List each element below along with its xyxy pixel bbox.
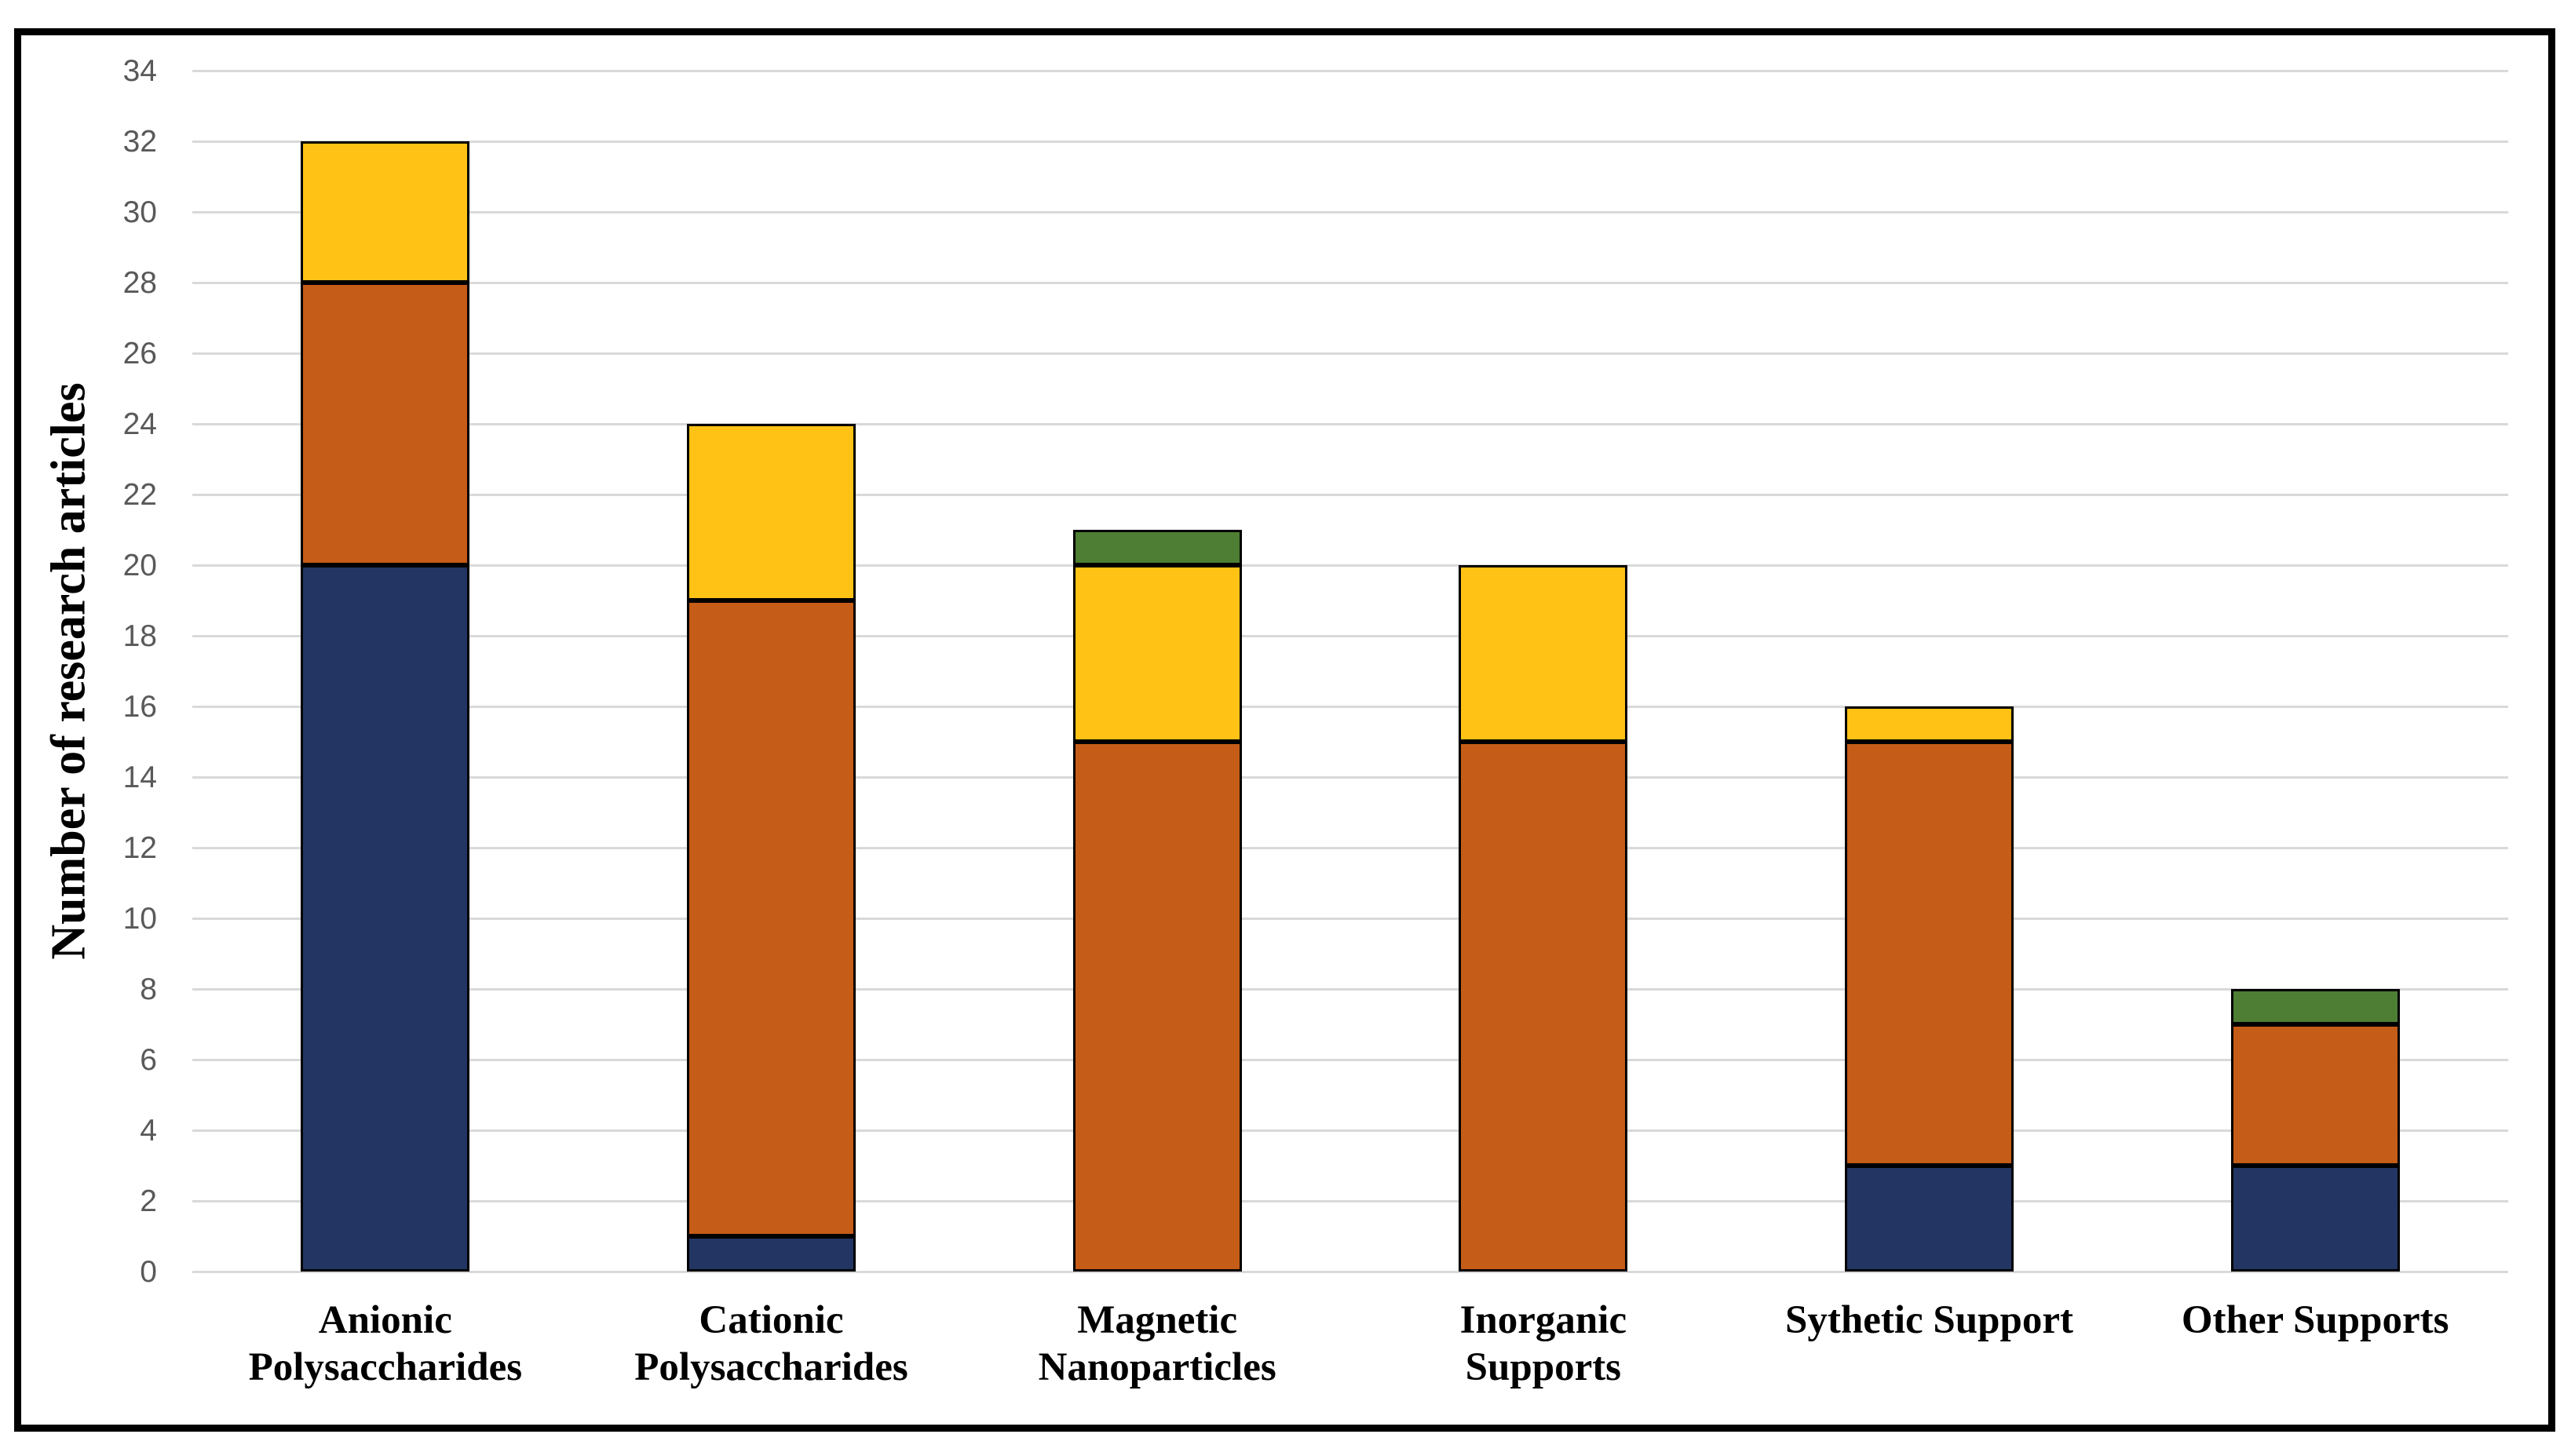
y-tick-label-28: 28 <box>122 266 157 300</box>
yellow-segment <box>1845 706 2014 742</box>
y-tick-label-16: 16 <box>122 690 157 724</box>
yellow-segment <box>1459 565 1628 742</box>
orange-segment <box>1845 742 2014 1166</box>
orange-segment <box>1072 742 1242 1272</box>
y-tick-label-4: 4 <box>140 1114 157 1148</box>
x-axis-label-anionic-polysaccharides: Anionic Polysaccharides <box>184 1297 586 1391</box>
x-axis-label-line: Magnetic <box>1077 1298 1238 1342</box>
x-axis-label-line: Anionic <box>318 1298 452 1342</box>
y-tick-label-0: 0 <box>140 1255 157 1289</box>
gridline-y-34 <box>192 69 2508 72</box>
y-tick-label-8: 8 <box>140 972 157 1006</box>
y-tick-label-10: 10 <box>122 902 157 936</box>
yellow-segment <box>301 141 470 283</box>
bar-cationic-polysaccharides <box>687 424 856 1272</box>
x-axis-label-other-supports: Other Supports <box>2114 1297 2516 1344</box>
gridline-y-6 <box>192 1058 2508 1061</box>
y-tick-label-22: 22 <box>122 478 157 512</box>
orange-segment <box>301 283 470 565</box>
orange-segment <box>687 600 856 1236</box>
bar-other-supports <box>2230 989 2400 1272</box>
y-tick-label-6: 6 <box>140 1043 157 1077</box>
y-tick-label-20: 20 <box>122 549 157 582</box>
gridline-y-10 <box>192 917 2508 920</box>
y-tick-label-34: 34 <box>122 54 157 88</box>
x-axis-label-line: Polysaccharides <box>248 1345 523 1389</box>
gridline-y-26 <box>192 352 2508 355</box>
gridline-y-28 <box>192 281 2508 284</box>
orange-segment <box>1459 742 1628 1272</box>
x-axis-label-line: Inorganic <box>1459 1298 1627 1342</box>
bar-sythetic-support <box>1845 706 2014 1272</box>
bar-inorganic-supports <box>1459 565 1628 1272</box>
y-tick-label-12: 12 <box>122 831 157 865</box>
gridline-y-24 <box>192 422 2508 425</box>
bar-magnetic-nanoparticles <box>1072 530 1242 1272</box>
x-axis-label-sythetic-support: Sythetic Support <box>1729 1297 2131 1344</box>
gridline-y-18 <box>192 634 2508 637</box>
y-tick-label-2: 2 <box>140 1184 157 1218</box>
gridline-y-32 <box>192 140 2508 143</box>
orange-segment <box>2230 1024 2400 1166</box>
navy-segment <box>2230 1166 2400 1272</box>
y-tick-label-32: 32 <box>122 125 157 159</box>
navy-segment <box>687 1236 856 1272</box>
y-tick-label-30: 30 <box>122 195 157 229</box>
x-axis-label-inorganic-supports: Inorganic Supports <box>1342 1297 1744 1391</box>
gridline-y-12 <box>192 846 2508 849</box>
gridline-y-2 <box>192 1199 2508 1202</box>
green-segment <box>2230 989 2400 1024</box>
y-tick-label-14: 14 <box>122 761 157 794</box>
gridline-y-4 <box>192 1129 2508 1132</box>
y-tick-label-18: 18 <box>122 619 157 653</box>
gridline-y-14 <box>192 775 2508 779</box>
y-tick-label-24: 24 <box>122 407 157 441</box>
gridline-y-0 <box>192 1270 2508 1273</box>
navy-segment <box>301 565 470 1272</box>
yellow-segment <box>687 424 856 600</box>
yellow-segment <box>1072 565 1242 742</box>
gridline-y-20 <box>192 564 2508 567</box>
x-axis-label-line: Other Supports <box>2181 1298 2449 1342</box>
x-axis-label-magnetic-nanoparticles: Magnetic Nanoparticles <box>956 1297 1358 1391</box>
x-axis-label-line: Nanoparticles <box>1038 1345 1276 1389</box>
green-segment <box>1072 530 1242 565</box>
x-axis-label-line: Sythetic Support <box>1785 1298 2073 1342</box>
gridline-y-22 <box>192 493 2508 496</box>
navy-segment <box>1845 1166 2014 1272</box>
gridline-y-8 <box>192 987 2508 991</box>
bar-anionic-polysaccharides <box>301 141 470 1272</box>
gridline-y-16 <box>192 705 2508 708</box>
gridline-y-30 <box>192 210 2508 213</box>
y-tick-label-26: 26 <box>122 337 157 370</box>
x-axis-label-line: Supports <box>1465 1345 1622 1389</box>
x-axis-label-line: Polysaccharides <box>634 1345 908 1389</box>
x-axis-label-cationic-polysaccharides: Cationic Polysaccharides <box>571 1297 973 1391</box>
x-axis-label-line: Cationic <box>699 1298 844 1342</box>
